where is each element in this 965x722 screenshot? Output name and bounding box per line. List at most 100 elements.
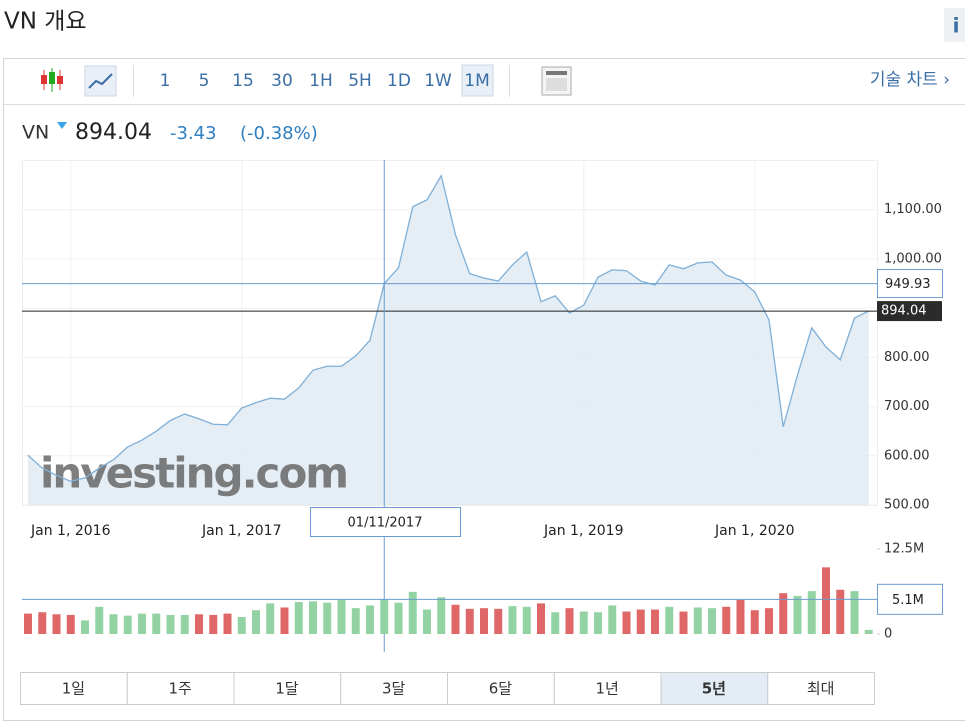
volume-bar (480, 608, 488, 634)
interval-button[interactable]: 1 (160, 71, 171, 91)
interval-button[interactable]: 1H (309, 71, 333, 91)
range-button[interactable] (447, 672, 555, 705)
volume-bar (95, 606, 104, 634)
volume-bar (708, 608, 716, 634)
range-label[interactable]: 1년 (595, 680, 618, 698)
volume-bar (551, 612, 560, 634)
volume-crosshair-label: 5.1M (892, 593, 924, 608)
price-line (27, 174, 870, 483)
volume-bar (38, 612, 47, 634)
layout-icon[interactable] (541, 66, 572, 96)
volume-bar (522, 606, 531, 634)
quote-symbol: VN (22, 122, 49, 144)
panel-border (3, 58, 965, 721)
technical-chart-link[interactable]: 기술 차트 › (870, 70, 950, 90)
line-icon-bg[interactable] (84, 65, 117, 97)
volume-bar (266, 603, 275, 634)
range-label[interactable]: 최대 (807, 680, 835, 698)
volume-bar (223, 613, 232, 634)
volume-bar (579, 611, 588, 634)
volume-bar (750, 610, 759, 634)
volume-bar (195, 614, 203, 634)
current-price-label: 894.04 (881, 304, 927, 319)
volume-bar (651, 609, 659, 634)
info-icon[interactable]: i (953, 14, 960, 38)
page-title: VN 개요 (4, 9, 87, 35)
range-label[interactable]: 5년 (702, 680, 726, 698)
crosshair-date-label: 01/11/2017 (348, 516, 423, 531)
crosshair-value-label: 949.93 (885, 277, 931, 292)
volume-bar (437, 597, 446, 634)
candle-icon[interactable] (41, 68, 63, 92)
current-price-box (877, 301, 942, 322)
volume-bar (465, 608, 474, 634)
interval-active-bg[interactable] (461, 64, 494, 97)
x-tick-label: Jan 1, 2016 (30, 523, 111, 539)
volume-bar (280, 607, 289, 634)
range-label[interactable]: 3달 (382, 680, 406, 698)
volume-bar (323, 602, 332, 634)
volume-tick-label: 12.5M (884, 542, 924, 557)
range-button[interactable] (340, 672, 448, 705)
range-button[interactable] (767, 672, 875, 705)
volume-bar (850, 591, 859, 634)
quote-change-pct: (-0.38%) (240, 123, 318, 144)
volume-bar (665, 606, 674, 634)
info-box[interactable] (944, 8, 965, 42)
volume-bar (765, 608, 773, 634)
interval-button[interactable]: 5 (199, 71, 210, 91)
interval-button[interactable]: 1D (387, 71, 411, 91)
volume-bar (166, 614, 175, 634)
line-icon[interactable] (88, 73, 113, 89)
volume-bar (123, 615, 132, 634)
down-arrow (57, 122, 67, 129)
volume-bar (237, 617, 246, 634)
volume-bar (451, 604, 460, 634)
volume-bar (693, 607, 702, 634)
price-area (28, 175, 869, 505)
volume-bar (622, 611, 631, 634)
volume-bar (337, 600, 346, 634)
volume-bar (793, 595, 802, 634)
interval-button[interactable]: 1W (424, 71, 452, 91)
range-button[interactable] (20, 672, 128, 705)
volume-bar (594, 612, 602, 634)
x-tick-label: Jan 1, 2017 (201, 523, 281, 539)
y-tick-label: 800.00 (884, 350, 930, 365)
range-label[interactable]: 1주 (168, 680, 191, 698)
volume-bar (636, 609, 645, 634)
volume-bar (380, 599, 389, 634)
volume-bar (180, 614, 189, 634)
range-button[interactable] (126, 672, 235, 705)
interval-button[interactable]: 1M (464, 71, 489, 91)
volume-bar (822, 567, 830, 634)
volume-bar (736, 600, 745, 634)
quote-change: -3.43 (170, 123, 217, 144)
range-button[interactable] (660, 672, 769, 705)
volume-bar (537, 603, 545, 634)
y-tick-label: 600.00 (884, 448, 930, 463)
volume-crosshair-box (877, 583, 943, 615)
range-label[interactable]: 1일 (62, 680, 85, 698)
y-tick-label: 1,100.00 (884, 202, 942, 217)
range-label[interactable]: 1달 (275, 680, 299, 698)
range-label[interactable]: 6달 (489, 680, 513, 698)
volume-bar (52, 614, 61, 634)
volume-bar (294, 602, 303, 634)
volume-bar (252, 610, 260, 634)
volume-bar (209, 614, 218, 634)
volume-bar (66, 614, 75, 634)
volume-tick-label: 0 (884, 627, 892, 642)
interval-button[interactable]: 30 (271, 71, 293, 91)
range-button[interactable] (233, 672, 342, 705)
volume-bar (423, 609, 431, 634)
volume-bar (494, 608, 503, 634)
interval-button[interactable]: 15 (232, 71, 254, 91)
volume-bar (81, 620, 89, 634)
volume-bar (565, 608, 574, 634)
volume-bar (807, 591, 816, 634)
interval-button[interactable]: 5H (348, 71, 372, 91)
crosshair-value-box (877, 269, 943, 299)
volume-bar (366, 605, 374, 634)
